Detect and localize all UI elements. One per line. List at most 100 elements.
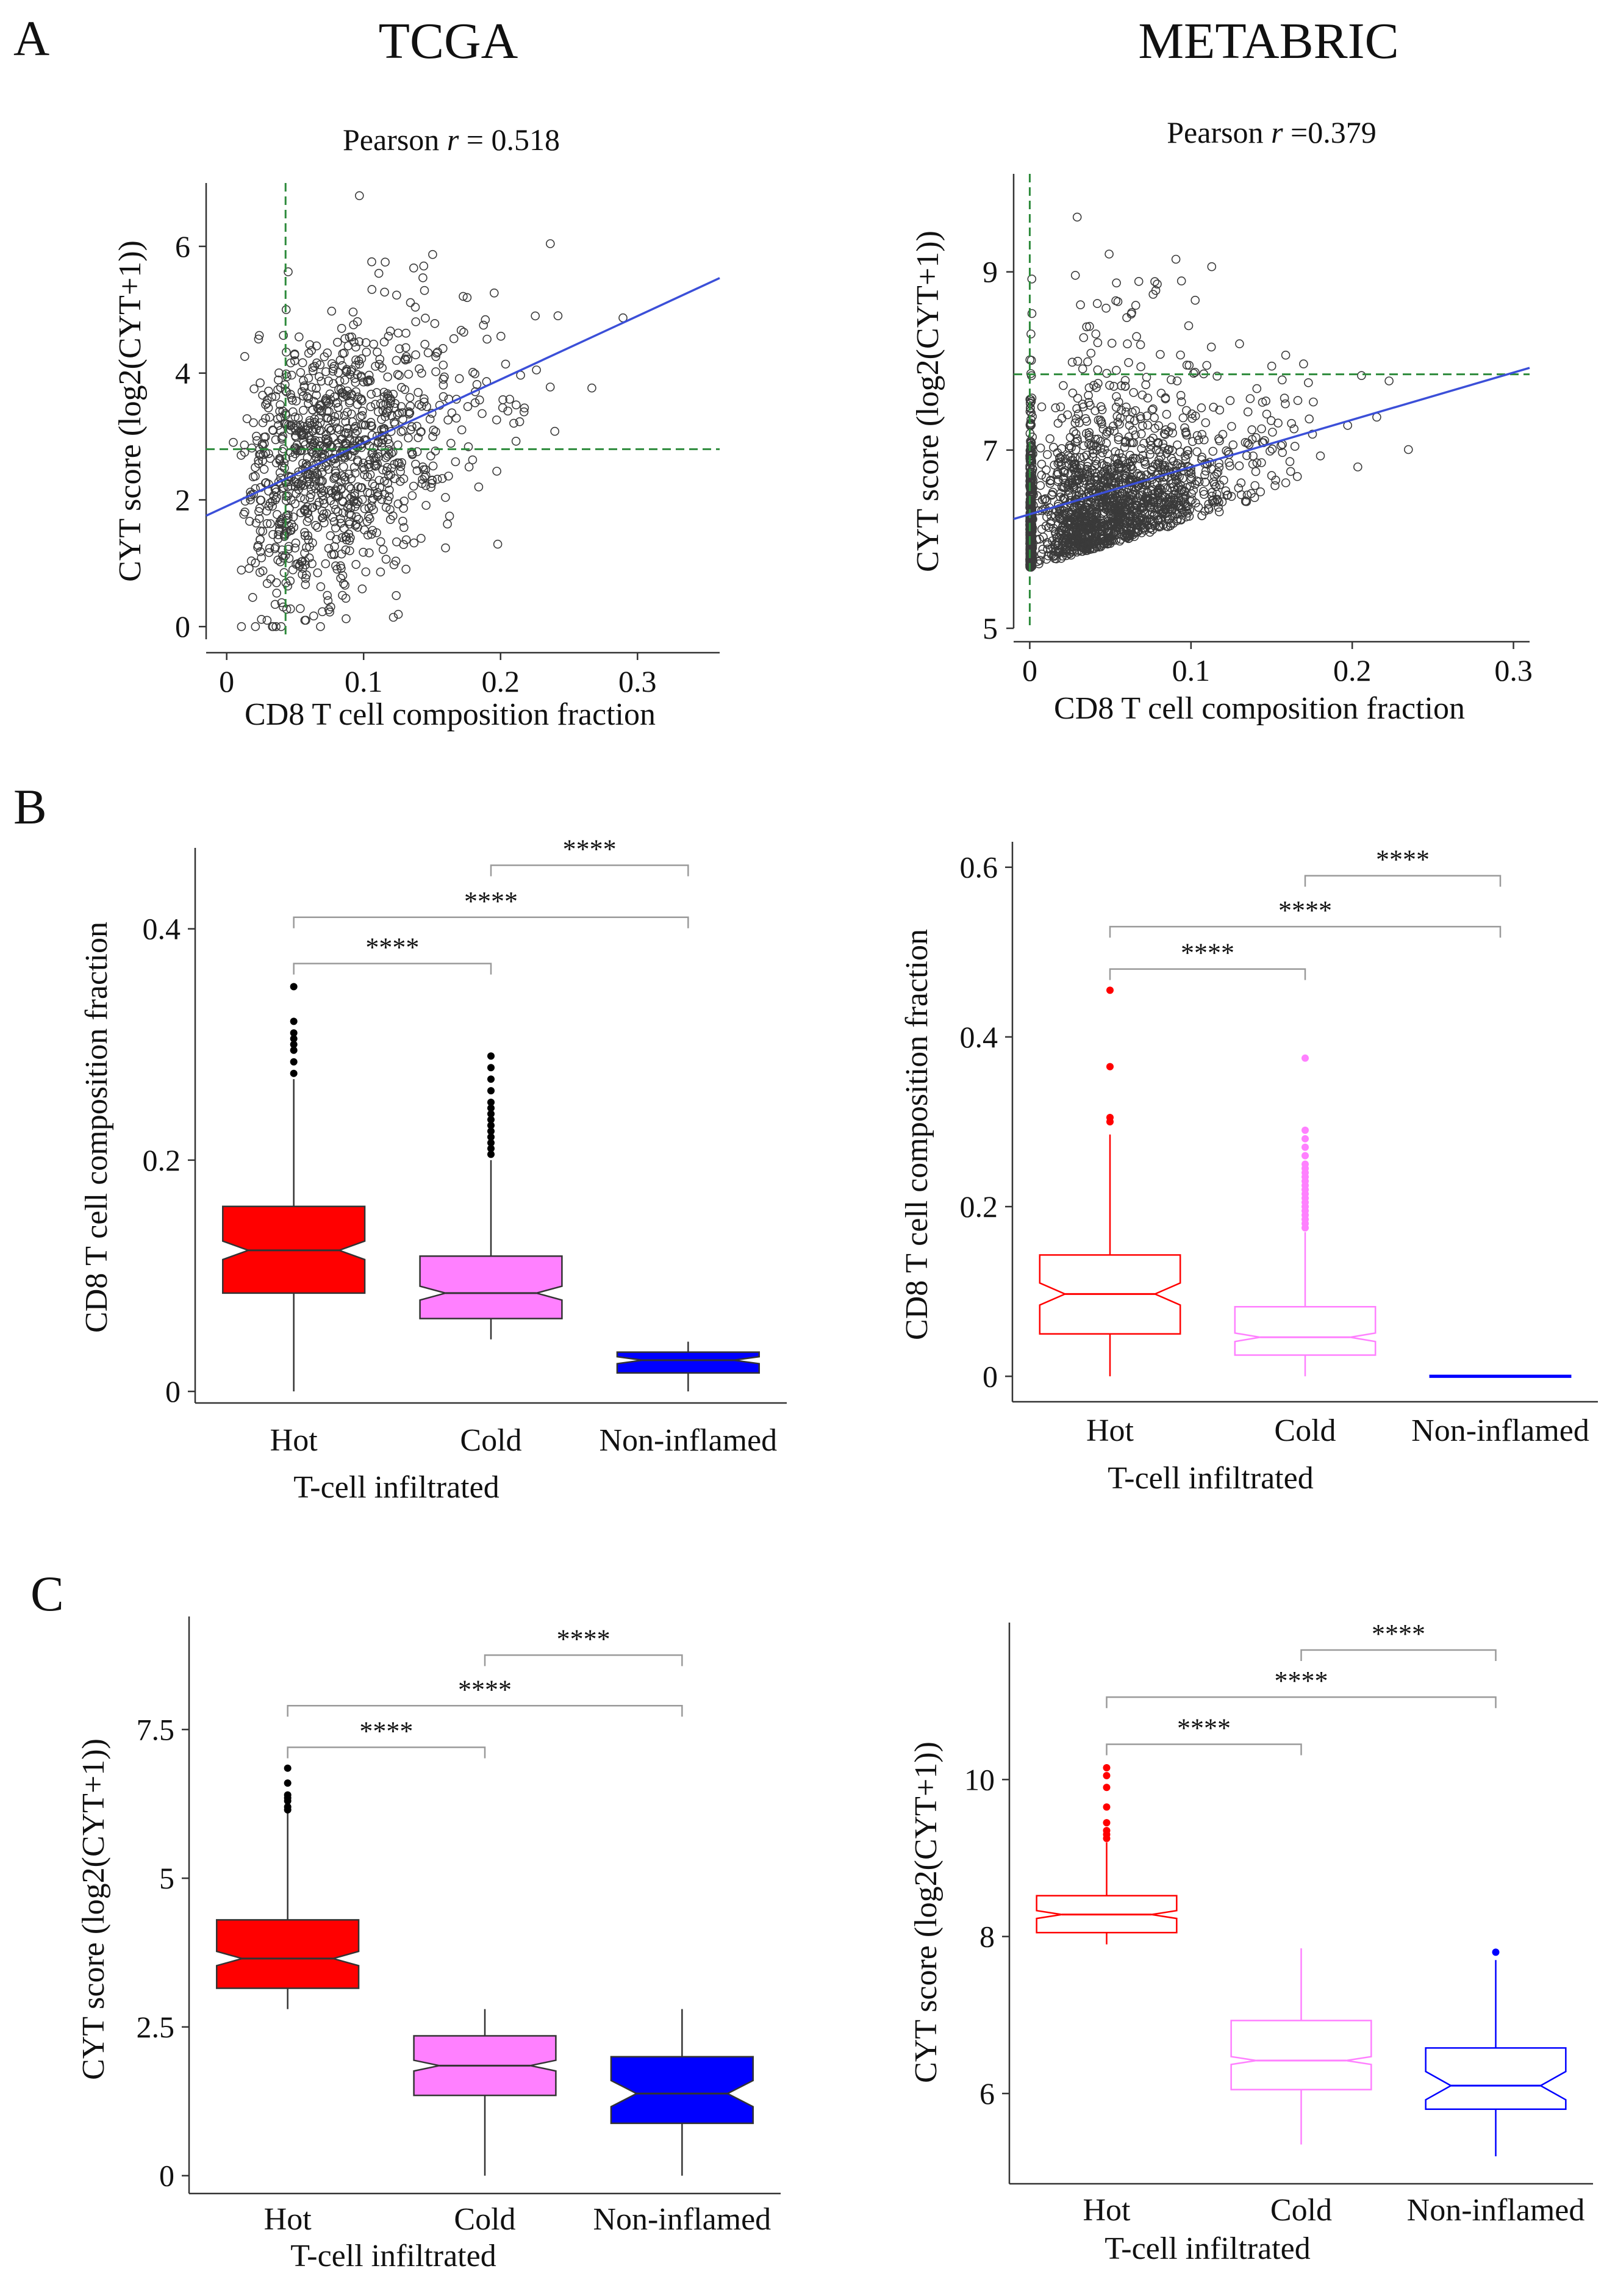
data-point: [283, 482, 293, 492]
y-tick-label: 0: [175, 609, 190, 644]
data-point: [1121, 407, 1131, 417]
data-point: [381, 554, 391, 564]
data-point: [318, 607, 327, 617]
data-point: [273, 375, 283, 385]
data-point: [343, 341, 353, 351]
data-point: [406, 425, 415, 434]
data-point: [1247, 425, 1256, 434]
data-point: [1151, 285, 1161, 295]
data-point: [299, 376, 308, 386]
data-point: [286, 425, 296, 435]
data-point: [1147, 440, 1156, 450]
data-point: [1285, 457, 1295, 467]
outlier-point: [290, 1046, 298, 1054]
data-point: [1197, 453, 1206, 462]
data-point: [346, 503, 356, 513]
y-tick-label: 2: [175, 483, 190, 517]
data-point: [1027, 520, 1037, 529]
panel-label-b: B: [13, 779, 47, 834]
data-point: [1069, 528, 1078, 537]
data-point: [482, 334, 492, 344]
data-point: [294, 332, 304, 342]
data-point: [1053, 537, 1062, 547]
data-point: [1290, 442, 1300, 451]
data-point: [1172, 376, 1182, 386]
data-point: [288, 565, 298, 575]
data-point: [361, 567, 371, 576]
box-body: [1230, 2020, 1372, 2090]
data-point: [1188, 437, 1197, 447]
data-point: [420, 397, 429, 407]
data-point: [511, 436, 521, 446]
data-point: [1091, 487, 1100, 497]
data-point: [1171, 254, 1181, 264]
data-point: [1242, 490, 1252, 500]
data-point: [1084, 390, 1093, 400]
data-point: [382, 466, 392, 476]
data-point: [1125, 498, 1134, 508]
y-tick-label: 5: [159, 1861, 174, 1895]
data-point: [315, 426, 324, 436]
data-point: [312, 384, 321, 393]
data-point: [404, 433, 413, 443]
data-point: [264, 386, 273, 396]
data-point: [296, 493, 306, 503]
box-body: [216, 1919, 360, 1989]
data-point: [296, 508, 306, 517]
data-point: [343, 424, 352, 433]
outlier-point: [487, 1087, 495, 1095]
data-point: [1219, 475, 1228, 485]
data-point: [339, 462, 348, 472]
bracket-line: [1106, 1743, 1302, 1756]
data-point: [305, 542, 315, 551]
data-point: [1173, 440, 1182, 450]
data-point: [1164, 497, 1173, 506]
significance-label: ****: [458, 1674, 512, 1704]
data-point: [1117, 381, 1126, 390]
data-point: [360, 504, 370, 514]
outlier-point: [487, 1122, 495, 1129]
data-point: [1126, 473, 1136, 483]
data-point: [282, 604, 292, 614]
data-point: [1115, 413, 1125, 423]
data-point: [283, 491, 292, 501]
data-point: [1187, 472, 1197, 482]
data-point: [1148, 485, 1158, 495]
data-point: [1106, 472, 1115, 482]
data-point: [1068, 388, 1078, 398]
data-point: [383, 372, 393, 382]
data-point: [1214, 497, 1223, 507]
data-point: [1289, 424, 1299, 434]
data-point: [1150, 277, 1159, 287]
data-point: [428, 249, 437, 259]
data-point: [1102, 472, 1112, 481]
data-point: [1147, 508, 1157, 517]
data-point: [1286, 467, 1295, 476]
data-point: [1092, 299, 1102, 308]
y-tick-label: 4: [175, 356, 190, 390]
data-point: [1060, 465, 1070, 475]
data-point: [305, 340, 315, 350]
data-point: [1176, 276, 1186, 285]
data-point: [1071, 429, 1081, 439]
data-point: [302, 570, 311, 579]
data-point: [273, 385, 282, 395]
data-point: [1200, 470, 1209, 479]
significance-label: ****: [365, 933, 419, 963]
data-point: [1085, 530, 1094, 539]
x-tick-label: 0: [1022, 653, 1037, 687]
data-point: [351, 520, 361, 529]
y-axis-title: CYT score (log2(CYT+1)): [911, 231, 945, 572]
data-point: [420, 285, 429, 295]
box-non-inflamed: [616, 1341, 760, 1392]
data-point: [311, 484, 321, 493]
outlier-point: [1301, 1135, 1309, 1143]
data-point: [1136, 340, 1145, 350]
bracket-line: [1109, 968, 1306, 980]
data-point: [1234, 483, 1244, 493]
data-point: [454, 374, 464, 384]
outlier-point: [1103, 1803, 1111, 1811]
data-point: [357, 354, 367, 364]
data-point: [275, 454, 284, 463]
data-point: [390, 399, 400, 408]
